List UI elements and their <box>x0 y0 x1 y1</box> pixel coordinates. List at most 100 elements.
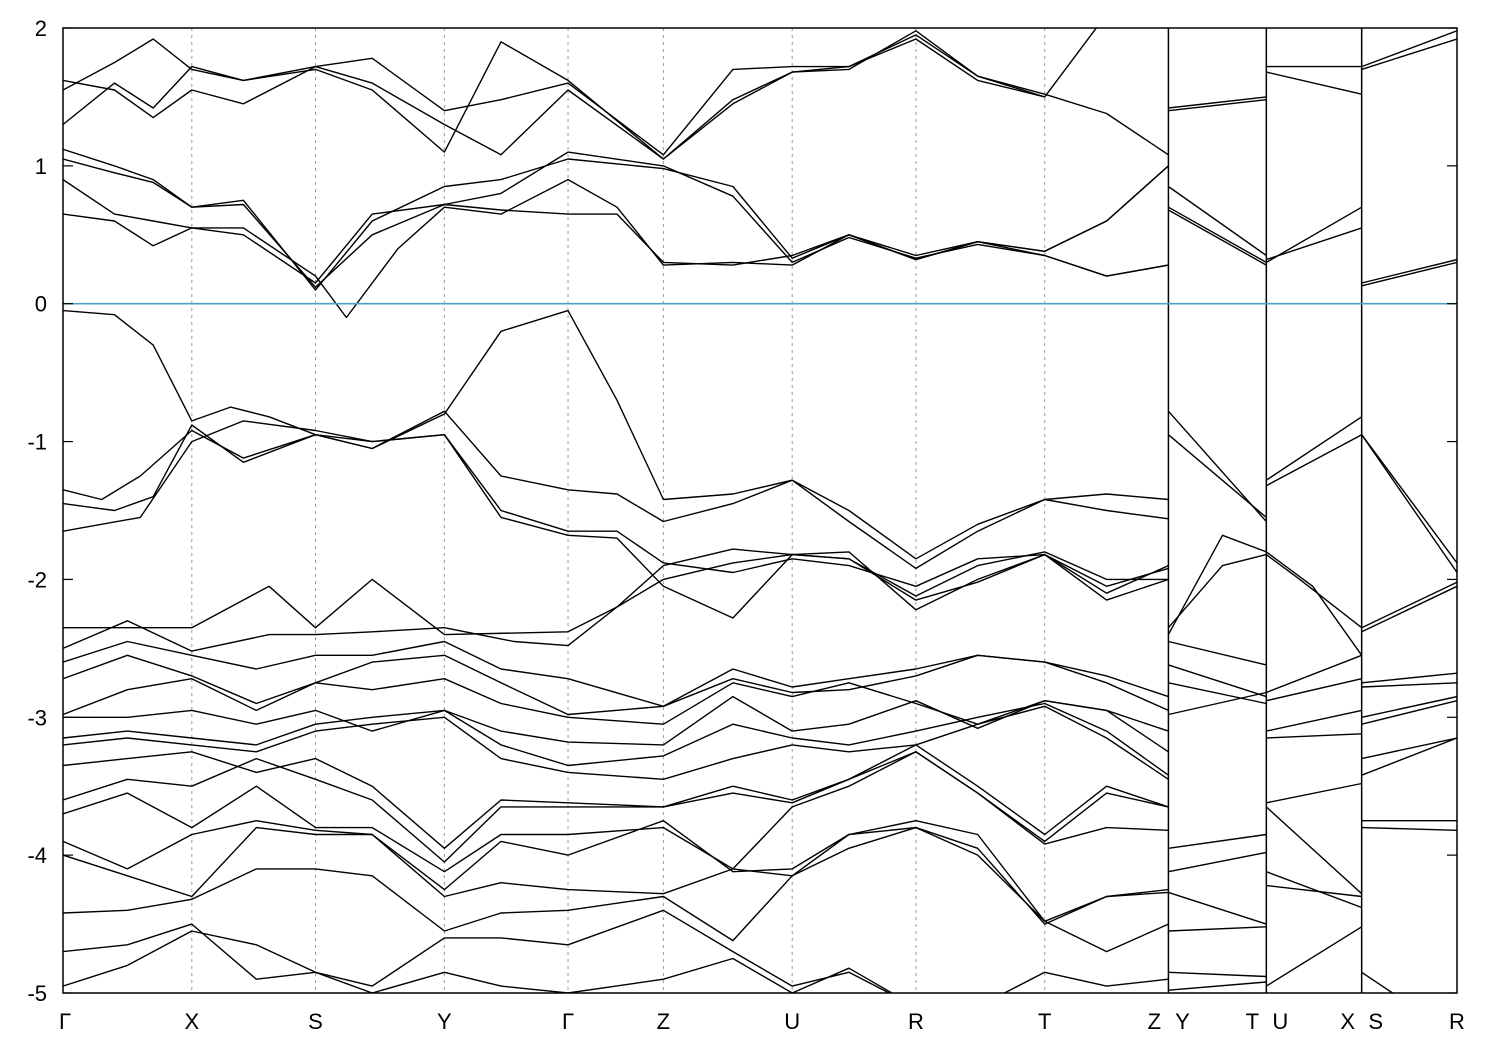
band-line-36 <box>1266 782 1362 804</box>
y-tick-label: 1 <box>35 154 47 179</box>
band-line-27 <box>63 165 1169 284</box>
y-tick-label: 0 <box>35 292 47 317</box>
band-line-15 <box>63 751 1169 873</box>
band-line-34 <box>1168 682 1267 705</box>
y-tick-label: -5 <box>27 981 47 1006</box>
band-line-25 <box>63 151 1169 288</box>
band-line-17 <box>63 826 1169 925</box>
axes: 210-1-2-3-4-5Γ X S Y Γ Z U R T Z Y T U X S R <box>27 16 1465 1034</box>
band-line-22 <box>1168 99 1267 112</box>
x-tick-label: X <box>184 1009 199 1034</box>
x-tick-label: Y <box>1175 1009 1190 1034</box>
y-tick-label: 2 <box>35 16 47 41</box>
band-line-32 <box>1168 640 1267 666</box>
band-line-33 <box>1266 678 1362 702</box>
band-line-29 <box>1265 434 1363 487</box>
band-line-41 <box>1168 981 1267 991</box>
band-line-39 <box>1361 826 1457 831</box>
band-line-31 <box>1361 585 1457 633</box>
band-line-30 <box>1361 581 1457 629</box>
x-tick-label: T <box>1246 1009 1259 1034</box>
band-line-25 <box>1168 206 1267 264</box>
band-line-25 <box>1266 227 1362 261</box>
band-line-13 <box>63 744 1169 849</box>
band-line-39 <box>1266 884 1362 898</box>
x-tick-label: R <box>1449 1009 1465 1034</box>
x-tick-label: S <box>1368 1009 1383 1034</box>
band-line-22 <box>1266 71 1362 95</box>
band-line-22 <box>63 28 1098 160</box>
band-line-10 <box>63 695 1169 753</box>
x-tick-label: Y <box>437 1009 452 1034</box>
band-line-35 <box>1266 733 1362 739</box>
band-line-39 <box>1168 926 1267 932</box>
band-line-30 <box>1167 553 1363 629</box>
x-tick-label: R <box>908 1009 924 1034</box>
band-line-34 <box>1361 695 1457 718</box>
band-line-29 <box>1361 434 1457 573</box>
x-tick-label: U <box>784 1009 800 1034</box>
band-line-35 <box>1361 700 1457 725</box>
band-line-31 <box>1167 534 1363 656</box>
band-line-40 <box>1361 971 1394 993</box>
band-line-12 <box>63 705 1169 780</box>
band-line-23 <box>63 30 1045 160</box>
band-line-24 <box>1167 185 1267 257</box>
band-line-6 <box>63 548 1169 652</box>
band-line-21 <box>63 34 1169 156</box>
x-tick-label: Z <box>657 1009 670 1034</box>
band-line-36 <box>1361 737 1457 760</box>
y-tick-label: -4 <box>27 843 47 868</box>
band-line-33 <box>1361 682 1457 688</box>
x-tick-label: Γ <box>59 1009 71 1034</box>
y-tick-label: -1 <box>27 430 47 455</box>
x-tick-label: U <box>1272 1009 1288 1034</box>
band-line-32 <box>1266 654 1362 694</box>
x-tick-label: Z <box>1148 1009 1161 1034</box>
band-line-32 <box>1361 672 1457 684</box>
band-line-35 <box>1168 691 1267 716</box>
band-line-24 <box>1265 206 1363 264</box>
band-line-40 <box>1265 926 1363 987</box>
band-line-21 <box>1361 30 1457 68</box>
x-tick-label: X <box>1340 1009 1355 1034</box>
band-series <box>63 28 1457 993</box>
band-line-8 <box>63 654 1169 716</box>
band-line-1 <box>63 309 1169 560</box>
band-line-36 <box>1168 833 1267 849</box>
band-line-5 <box>63 551 1169 636</box>
band-line-26 <box>63 178 1169 319</box>
band-line-11 <box>63 702 1169 776</box>
band-line-40 <box>1168 971 1267 978</box>
grid-lines <box>191 28 1363 993</box>
band-line-37 <box>1361 737 1457 776</box>
band-line-28 <box>1265 416 1363 481</box>
band-line-26 <box>1168 209 1267 266</box>
band-line-33 <box>1168 664 1267 698</box>
band-line-18 <box>63 826 1169 953</box>
band-line-25 <box>1361 261 1457 287</box>
band-line-16 <box>63 820 1169 922</box>
band-line-24 <box>63 148 1169 291</box>
band-line-19 <box>63 909 1169 993</box>
band-line-4 <box>63 420 1169 619</box>
band-line-38 <box>1266 871 1362 909</box>
band-line-22 <box>1361 38 1457 71</box>
band-line-37 <box>1265 806 1363 895</box>
band-line-24 <box>1361 258 1457 284</box>
band-line-21 <box>1168 96 1267 109</box>
x-tick-label: T <box>1038 1009 1051 1034</box>
y-tick-label: -3 <box>27 705 47 730</box>
band-line-14 <box>63 751 1169 863</box>
x-tick-label: S <box>308 1009 323 1034</box>
band-line-3 <box>63 424 1169 587</box>
x-tick-label: Γ <box>562 1009 574 1034</box>
band-line-28 <box>1361 434 1457 564</box>
band-line-34 <box>1266 709 1362 732</box>
plot-frame <box>62 27 1458 994</box>
band-line-29 <box>1167 434 1267 518</box>
y-tick-label: -2 <box>27 567 47 592</box>
band-line-37 <box>1168 851 1267 873</box>
band-line-38 <box>1168 891 1267 925</box>
